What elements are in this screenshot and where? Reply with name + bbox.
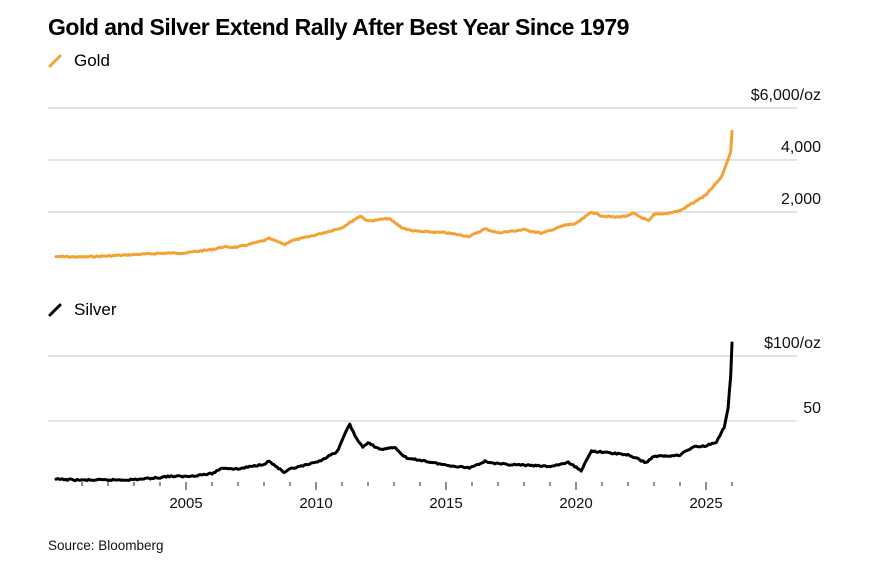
- x-tick-label: 2020: [559, 495, 592, 512]
- legend-silver-label: Silver: [74, 300, 117, 319]
- x-tick-label: 2010: [299, 495, 332, 512]
- gold-legend-swatch-icon: [48, 54, 62, 68]
- legend-gold-label: Gold: [74, 51, 110, 70]
- x-tick-label: 2025: [689, 495, 722, 512]
- x-tick-label: 2015: [429, 495, 462, 512]
- gold-series-line: [54, 129, 734, 259]
- legend-silver: Silver: [48, 300, 117, 320]
- gold-ytick-label: 4,000: [781, 139, 821, 156]
- source-note: Source: Bloomberg: [48, 538, 164, 553]
- silver-ytick-label: 50: [803, 400, 821, 417]
- silver-ytick-label: $100/oz: [764, 335, 821, 352]
- x-tick-label: 2005: [169, 495, 202, 512]
- silver-series-line: [54, 341, 734, 483]
- silver-legend-swatch-icon: [48, 303, 62, 317]
- gold-ytick-label: $6,000/oz: [751, 87, 821, 104]
- chart-title: Gold and Silver Extend Rally After Best …: [48, 14, 629, 40]
- gold-ytick-label: 2,000: [781, 191, 821, 208]
- legend-gold: Gold: [48, 51, 110, 71]
